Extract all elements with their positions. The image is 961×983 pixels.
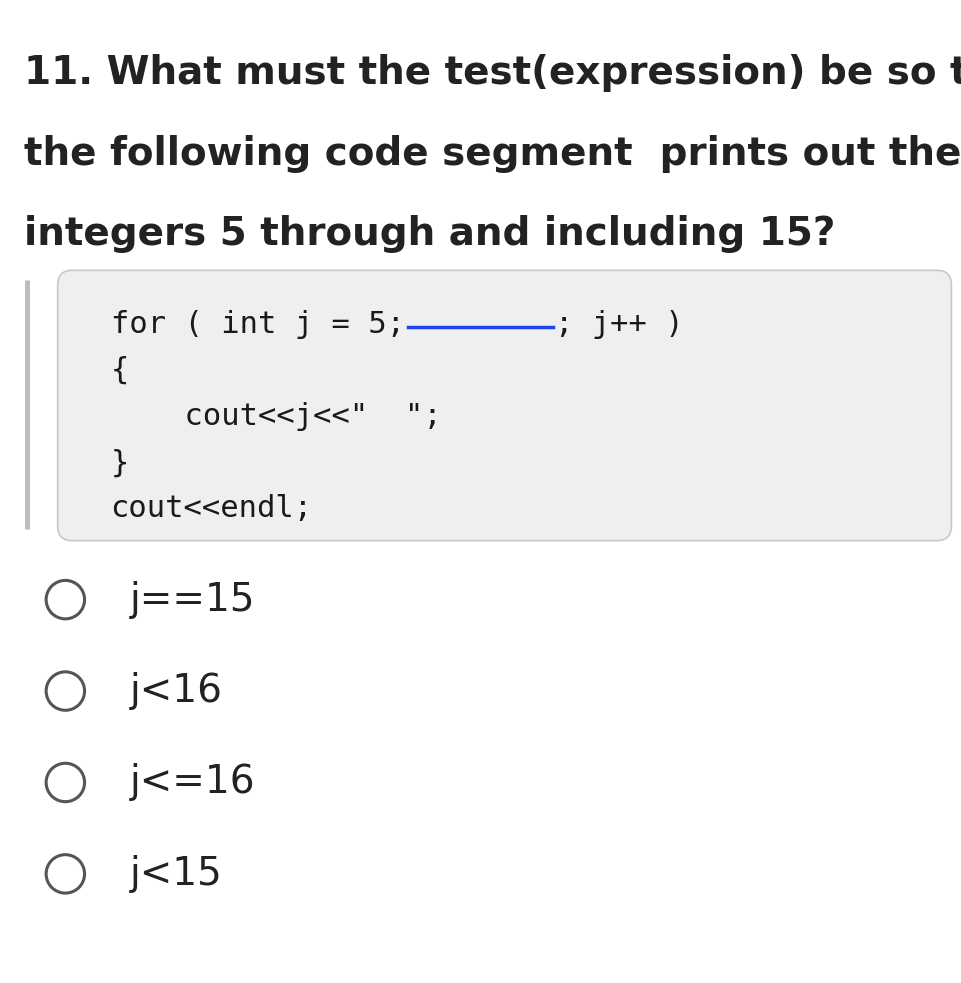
Text: cout<<j<<"  ";: cout<<j<<" "; xyxy=(111,402,441,432)
Text: {: { xyxy=(111,356,129,385)
Text: cout<<endl;: cout<<endl; xyxy=(111,494,312,524)
Text: }: } xyxy=(111,448,129,478)
Text: ; j++ ): ; j++ ) xyxy=(555,310,684,339)
Text: j<=16: j<=16 xyxy=(130,764,256,801)
Text: j<16: j<16 xyxy=(130,672,223,710)
Text: j<15: j<15 xyxy=(130,855,223,893)
Text: for ( int j = 5;: for ( int j = 5; xyxy=(111,310,405,339)
FancyBboxPatch shape xyxy=(58,270,951,541)
Text: the following code segment  prints out the: the following code segment prints out th… xyxy=(24,135,961,173)
Text: integers 5 through and including 15?: integers 5 through and including 15? xyxy=(24,215,835,254)
Text: 11. What must the test(expression) be so that: 11. What must the test(expression) be so… xyxy=(24,54,961,92)
Text: j==15: j==15 xyxy=(130,581,256,618)
